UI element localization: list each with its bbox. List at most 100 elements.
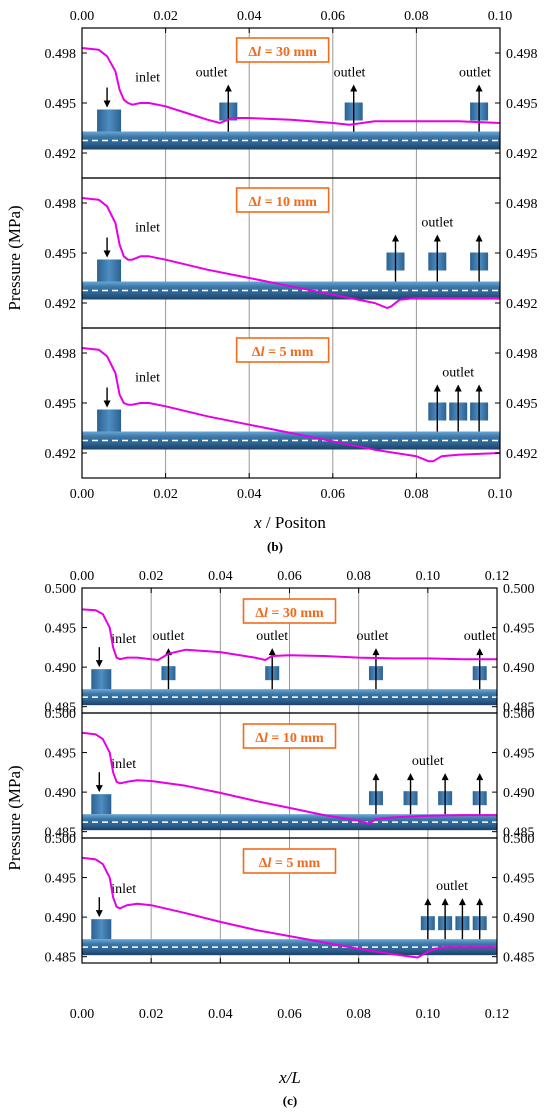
pressure-curve bbox=[81, 731, 497, 825]
annotation-text: Δl = 5 mm bbox=[252, 345, 314, 360]
annotation-delta: Δ bbox=[255, 606, 264, 621]
outlet-arrowhead bbox=[392, 234, 399, 242]
pipe bbox=[82, 131, 500, 150]
annotation-value: = 10 mm bbox=[268, 731, 324, 746]
outlet-label: outlet bbox=[442, 366, 474, 381]
annotation-text: Δl = 10 mm bbox=[255, 731, 324, 746]
y-tick-label-right: 0.500 bbox=[503, 832, 535, 847]
outlet-label: outlet bbox=[464, 629, 496, 644]
annotation-value: = 10 mm bbox=[261, 195, 317, 210]
y-tick-label-right: 0.495 bbox=[506, 97, 538, 112]
x-tick-label-bottom: 0.08 bbox=[404, 487, 429, 502]
outlet-arrowhead bbox=[424, 898, 432, 906]
x-tick-label-top: 0.08 bbox=[404, 9, 429, 24]
annotation-value: = 30 mm bbox=[268, 606, 324, 621]
inlet-arrowhead bbox=[95, 785, 103, 793]
figure-b-xlabel-rest: / Positon bbox=[262, 513, 327, 532]
outlet-label: outlet bbox=[334, 66, 366, 81]
pipe bbox=[82, 689, 497, 706]
outlet-arrowhead bbox=[476, 898, 484, 906]
outlet-label: outlet bbox=[436, 879, 468, 894]
y-tick-label-left: 0.492 bbox=[45, 297, 77, 312]
x-tick-label-bottom: 0.04 bbox=[237, 487, 262, 502]
panel-2: inlet outlet Δl = 10 mm 0.500 0.500 0.495 0.49… bbox=[45, 707, 535, 841]
x-tick-label-top: 0.04 bbox=[237, 9, 262, 24]
y-tick-label-right: 0.500 bbox=[503, 707, 535, 722]
inlet-block bbox=[97, 259, 122, 282]
annotation-l: l bbox=[264, 606, 268, 621]
inlet-label: inlet bbox=[111, 882, 136, 897]
y-tick-label-right: 0.495 bbox=[503, 872, 535, 887]
x-tick-label-bottom: 0.12 bbox=[485, 1007, 510, 1022]
annotation-box bbox=[235, 37, 330, 63]
outlet-arrowhead bbox=[476, 773, 484, 781]
pipe bbox=[82, 939, 497, 956]
figure-b-xlabel-italic: x bbox=[253, 513, 262, 532]
y-tick-label-left: 0.492 bbox=[45, 447, 77, 462]
figure-b-xlabel: x / Positon bbox=[253, 513, 326, 532]
annotation-text: Δl = 30 mm bbox=[255, 606, 324, 621]
x-tick-label-top: 0.00 bbox=[70, 9, 95, 24]
y-tick-label-left: 0.490 bbox=[45, 911, 77, 926]
annotation-value: = 5 mm bbox=[265, 345, 314, 360]
x-tick-label-bottom: 0.06 bbox=[321, 487, 346, 502]
pressure-curve bbox=[81, 197, 500, 309]
outlet-label: outlet bbox=[153, 629, 185, 644]
annotation-delta: Δ bbox=[259, 856, 268, 871]
y-tick-label-left: 0.485 bbox=[45, 701, 77, 716]
y-tick-label-right: 0.495 bbox=[503, 622, 535, 637]
inlet-arrowhead bbox=[95, 910, 103, 918]
outlet-arrowhead bbox=[458, 898, 466, 906]
x-tick-label-top: 0.10 bbox=[416, 569, 441, 584]
panel-3: inlet outlet Δl = 5 mm 0.498 0.498 0.495 0.495… bbox=[45, 327, 538, 479]
x-tick-label-top: 0.06 bbox=[321, 9, 346, 24]
y-tick-label-left: 0.485 bbox=[45, 826, 77, 841]
y-tick-label-right: 0.500 bbox=[503, 582, 535, 597]
outlet-label: outlet bbox=[357, 629, 389, 644]
annotation-value: = 5 mm bbox=[271, 856, 320, 871]
y-tick-label-right: 0.485 bbox=[503, 826, 535, 841]
annotation-l: l bbox=[264, 731, 268, 746]
outlet-arrowhead bbox=[407, 773, 415, 781]
outlet-label: outlet bbox=[196, 66, 228, 81]
x-tick-label-bottom: 0.04 bbox=[208, 1007, 233, 1022]
x-tick-label-top: 0.04 bbox=[208, 569, 233, 584]
y-tick-label-right: 0.492 bbox=[506, 147, 538, 162]
x-tick-label-top: 0.10 bbox=[488, 9, 513, 24]
inlet-label: inlet bbox=[135, 221, 160, 236]
outlet-label: outlet bbox=[459, 66, 491, 81]
y-tick-label-left: 0.500 bbox=[45, 707, 77, 722]
annotation-delta: Δ bbox=[248, 45, 257, 60]
x-tick-label-top: 0.02 bbox=[153, 9, 178, 24]
panel-2: inlet outlet Δl = 10 mm 0.498 0.498 0.495 0.49… bbox=[45, 177, 538, 329]
inlet-block bbox=[91, 794, 112, 815]
y-tick-label-right: 0.495 bbox=[506, 247, 538, 262]
y-tick-label-left: 0.490 bbox=[45, 661, 77, 676]
outlet-arrowhead bbox=[372, 773, 380, 781]
y-tick-label-right: 0.495 bbox=[503, 747, 535, 762]
x-tick-label-top: 0.08 bbox=[346, 569, 371, 584]
annotation-box bbox=[242, 598, 337, 624]
x-tick-label-top: 0.06 bbox=[277, 569, 302, 584]
outlet-arrowhead bbox=[475, 384, 483, 392]
pipe bbox=[82, 431, 500, 450]
inlet-block bbox=[91, 919, 112, 940]
annotation-delta: Δ bbox=[255, 731, 264, 746]
pressure-curve bbox=[81, 347, 501, 463]
y-tick-label-left: 0.495 bbox=[45, 397, 77, 412]
y-tick-label-right: 0.492 bbox=[506, 297, 538, 312]
annotation-delta: Δ bbox=[252, 345, 261, 360]
outlet-arrowhead bbox=[441, 773, 449, 781]
y-tick-label-right: 0.498 bbox=[506, 47, 538, 62]
annotation-box bbox=[242, 723, 337, 749]
outlet-arrowhead bbox=[433, 234, 441, 242]
y-tick-label-right: 0.490 bbox=[503, 661, 535, 676]
inlet-arrowhead bbox=[103, 400, 111, 408]
outlet-arrowhead bbox=[433, 384, 441, 392]
pressure-curve bbox=[81, 47, 501, 126]
figure-b-ylabel: Pressure (MPa) bbox=[5, 205, 24, 310]
inlet-block bbox=[91, 669, 112, 690]
figure-c-ylabel: Pressure (MPa) bbox=[5, 765, 24, 870]
y-tick-label-left: 0.495 bbox=[45, 747, 77, 762]
